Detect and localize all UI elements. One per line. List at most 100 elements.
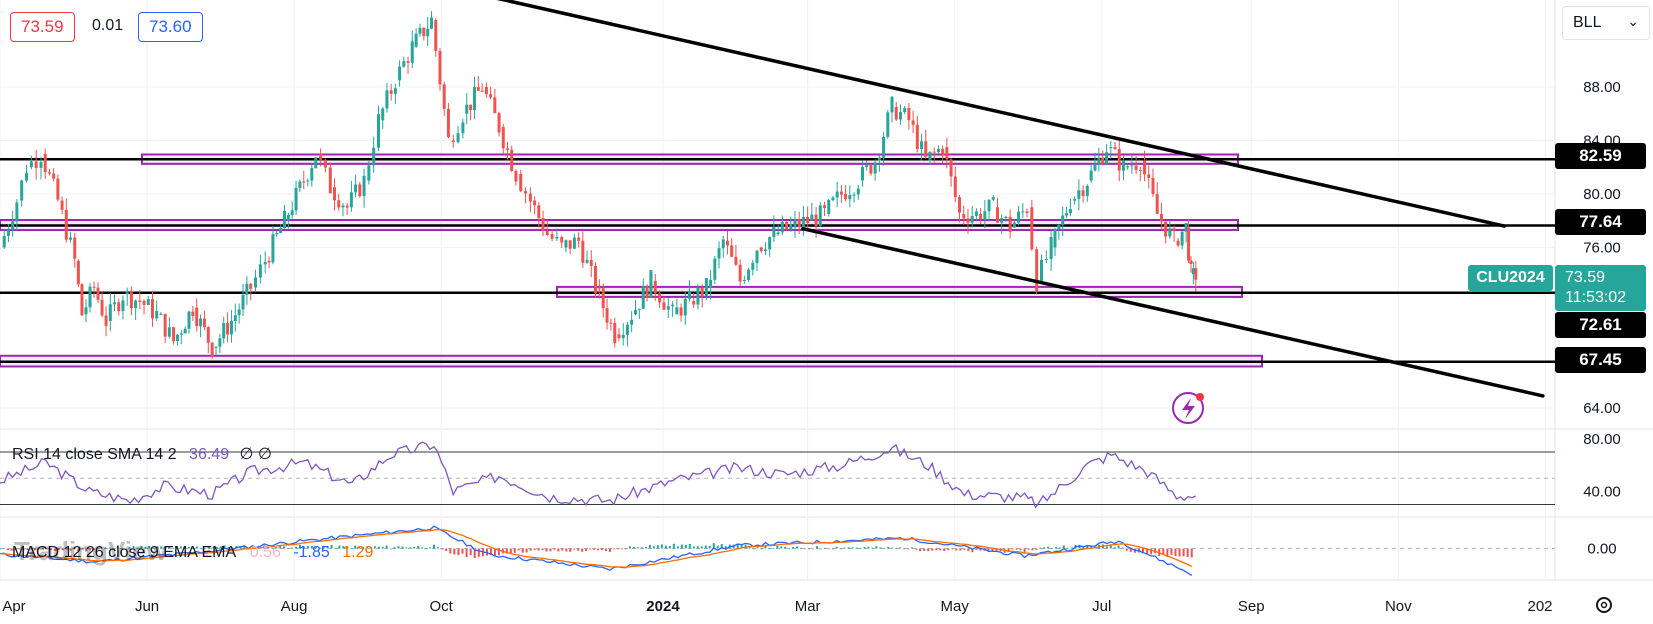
candle-down (80, 284, 84, 316)
macd-histogram-bar (409, 547, 412, 549)
candle-up (385, 90, 389, 109)
candle-up (377, 114, 381, 148)
candle-up (1109, 147, 1113, 149)
candle-up (393, 88, 397, 94)
macd-histogram-bar (696, 546, 699, 549)
candle-up (721, 239, 725, 249)
candle-down (593, 265, 597, 294)
candle-up (11, 221, 15, 230)
macd-histogram-bar (632, 546, 635, 549)
candle-up (6, 229, 10, 236)
candle-down (206, 327, 210, 343)
macd-histogram-bar (1015, 548, 1018, 550)
unit-selector[interactable]: BLL ⌄ (1562, 6, 1650, 40)
macd-histogram-bar (46, 548, 49, 550)
candle-up (222, 323, 226, 339)
macd-legend[interactable]: MACD 12 26 close 9 EMA EMA 0.56 -1.85 1.… (12, 544, 373, 562)
candle-down (907, 108, 911, 121)
candle-down (480, 90, 484, 92)
candle-down (528, 193, 532, 202)
bid-price-button[interactable]: 73.59 (10, 12, 75, 42)
candle-down (1081, 190, 1085, 197)
ask-price-button[interactable]: 73.60 (138, 12, 203, 42)
macd-histogram-bar (81, 548, 84, 550)
candle-up (1000, 217, 1004, 223)
candle-down (844, 193, 848, 200)
macd-histogram-bar (776, 545, 779, 549)
macd-histogram-bar (1011, 548, 1014, 550)
macd-histogram-bar (628, 546, 631, 549)
candle-up (801, 216, 805, 228)
macd-histogram-bar (796, 546, 799, 549)
macd-histogram-bar (923, 548, 926, 551)
candle-up (298, 181, 302, 188)
candle-down (210, 342, 214, 357)
candle-down (700, 287, 704, 297)
macd-histogram-bar (768, 548, 771, 549)
candle-down (451, 140, 455, 143)
candle-up (349, 192, 353, 208)
candle-down (56, 178, 60, 200)
candle-up (341, 205, 345, 208)
rsi-legend[interactable]: RSI 14 close SMA 14 2 36.49 ∅ ∅ (12, 444, 272, 464)
candle-up (134, 300, 138, 309)
settings-gear-icon[interactable] (1596, 597, 1612, 613)
candle-down (337, 200, 341, 208)
candle-down (142, 300, 146, 305)
candle-up (831, 197, 835, 201)
candle-down (1189, 260, 1193, 264)
candle-up (1073, 198, 1077, 201)
candle-down (589, 259, 593, 266)
macd-histogram-bar (1162, 548, 1165, 555)
macd-histogram-bar (164, 547, 167, 549)
candle-up (1085, 185, 1089, 197)
macd-histogram-bar (1039, 547, 1042, 549)
candle-up (751, 262, 755, 270)
price-axis-tick: 64.00 (1583, 400, 1621, 417)
candle-down (100, 299, 104, 316)
candle-down (597, 287, 601, 289)
macd-histogram-bar (959, 548, 962, 551)
candle-up (704, 277, 708, 297)
macd-histogram-bar (477, 548, 480, 557)
macd-histogram-bar (843, 547, 846, 549)
macd-histogram-bar (160, 546, 163, 549)
macd-histogram-bar (2, 547, 5, 549)
candle-up (852, 194, 856, 196)
time-axis-label: Jun (135, 598, 159, 615)
candle-down (476, 87, 480, 91)
macd-histogram-bar (152, 547, 155, 549)
macd-histogram-bar (489, 548, 492, 556)
bar-countdown: 11:53:02 (1565, 289, 1627, 306)
candle-up (258, 264, 262, 278)
candle-down (979, 214, 983, 220)
candle-up (367, 165, 371, 181)
macd-histogram-bar (692, 546, 695, 549)
candle-down (806, 216, 810, 223)
macd-histogram-bar (445, 548, 448, 551)
macd-histogram-bar (389, 548, 392, 550)
macd-histogram-bar (792, 546, 795, 549)
macd-histogram-bar (533, 548, 536, 550)
macd-histogram-bar (385, 545, 388, 549)
macd-legend-0: MACD (12, 544, 60, 561)
candle-up (742, 280, 746, 282)
macd-histogram-bar (1062, 545, 1065, 549)
macd-histogram-bar (85, 548, 88, 552)
macd-histogram-bar (366, 546, 369, 549)
macd-histogram-bar (883, 548, 886, 550)
candle-up (903, 108, 907, 112)
macd-histogram-bar (557, 548, 560, 552)
candle-down (202, 318, 206, 328)
macd-histogram-bar (176, 545, 179, 549)
macd-histogram-bar (1019, 548, 1022, 551)
candle-down (581, 240, 585, 263)
candle-up (155, 310, 159, 319)
candle-down (267, 260, 271, 263)
symbol-label: CLU2024 (1468, 265, 1553, 291)
macd-histogram-bar (243, 545, 246, 549)
macd-histogram-bar (831, 548, 834, 550)
candle-up (848, 195, 852, 200)
macd-histogram-bar (911, 547, 914, 549)
